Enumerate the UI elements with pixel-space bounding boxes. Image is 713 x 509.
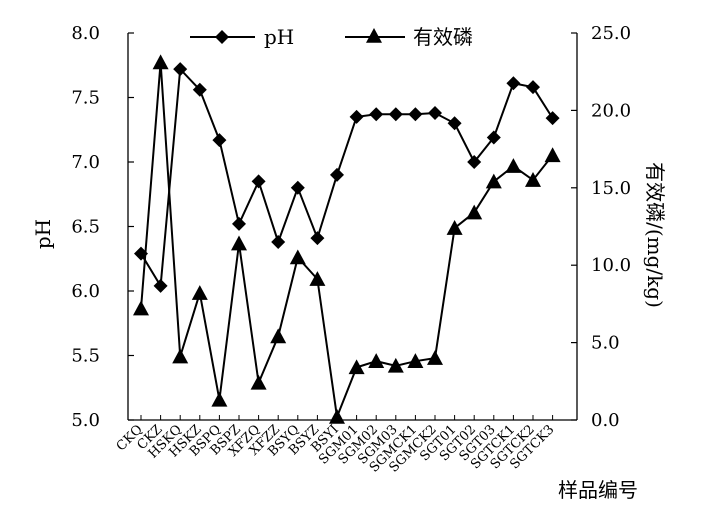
- data-point: [232, 216, 246, 231]
- data-point: [290, 180, 305, 195]
- data-point: [152, 54, 169, 70]
- data-point: [271, 234, 286, 249]
- y-left-title: pH: [31, 219, 55, 249]
- left-tick-label: 7.0: [71, 152, 100, 173]
- data-point: [212, 133, 227, 148]
- data-point: [330, 167, 344, 182]
- data-point: [388, 107, 403, 122]
- right-tick-label: 5.0: [591, 333, 620, 354]
- data-point: [192, 82, 207, 97]
- data-point: [133, 300, 149, 316]
- data-point: [270, 328, 287, 344]
- data-point: [153, 278, 168, 293]
- left-tick-label: 5.0: [71, 410, 100, 431]
- data-point: [309, 271, 326, 286]
- data-point: [329, 408, 345, 424]
- right-tick-label: 10.0: [591, 255, 631, 276]
- data-point: [368, 353, 385, 368]
- data-point: [428, 105, 442, 120]
- legend: pH 有效磷: [190, 25, 473, 49]
- series-line: [140, 66, 554, 289]
- data-point: [211, 391, 228, 407]
- data-point: [407, 353, 424, 368]
- series-ph: [134, 62, 560, 293]
- data-point: [466, 204, 483, 220]
- right-tick-label: 25.0: [591, 23, 631, 44]
- data-point: [506, 76, 521, 91]
- data-point: [369, 107, 384, 122]
- data-point: [447, 116, 462, 131]
- legend-label-phosphorus: 有效磷: [413, 25, 473, 49]
- left-tick-label: 7.5: [71, 88, 100, 109]
- data-point: [505, 158, 522, 173]
- data-point: [387, 357, 404, 373]
- data-point: [172, 348, 189, 364]
- legend-marker-ph: [215, 30, 229, 44]
- y-right-title: 有效磷/(mg/kg): [643, 162, 667, 308]
- data-point: [408, 107, 423, 122]
- data-point: [231, 235, 247, 251]
- data-point: [289, 249, 306, 265]
- data-point: [349, 109, 364, 124]
- left-tick-label: 6.5: [71, 217, 100, 238]
- axes: 5.0 5.5 6.0 6.5 7.0 7.5 8.0 0.0 5.0 10.0 15.0 20.0 2…: [31, 23, 667, 502]
- data-point: [525, 172, 541, 187]
- legend-marker-phosphorus: [366, 28, 382, 43]
- left-tick-label: 8.0: [71, 23, 100, 44]
- right-tick-label: 0.0: [591, 410, 620, 431]
- data-point: [545, 111, 560, 126]
- data-point: [486, 130, 501, 145]
- data-point: [251, 174, 266, 189]
- data-point: [485, 173, 502, 189]
- data-point: [250, 374, 267, 390]
- left-tick-label: 6.0: [71, 281, 100, 302]
- x-axis-title: 样品编号: [558, 478, 638, 502]
- data-point: [310, 231, 325, 246]
- data-point: [427, 350, 443, 365]
- data-point: [191, 285, 208, 300]
- data-point: [526, 80, 540, 95]
- series-phosphorus: [133, 54, 561, 424]
- data-point: [467, 155, 482, 169]
- data-point: [348, 359, 365, 375]
- left-tick-label: 5.5: [71, 346, 100, 367]
- series-line: [140, 62, 554, 421]
- data-point: [446, 220, 463, 235]
- right-tick-label: 15.0: [591, 178, 631, 199]
- series-layer: [133, 54, 561, 424]
- data-point: [173, 62, 188, 77]
- right-tick-label: 20.0: [591, 100, 631, 121]
- legend-label-ph: pH: [264, 25, 294, 49]
- data-point: [544, 147, 561, 163]
